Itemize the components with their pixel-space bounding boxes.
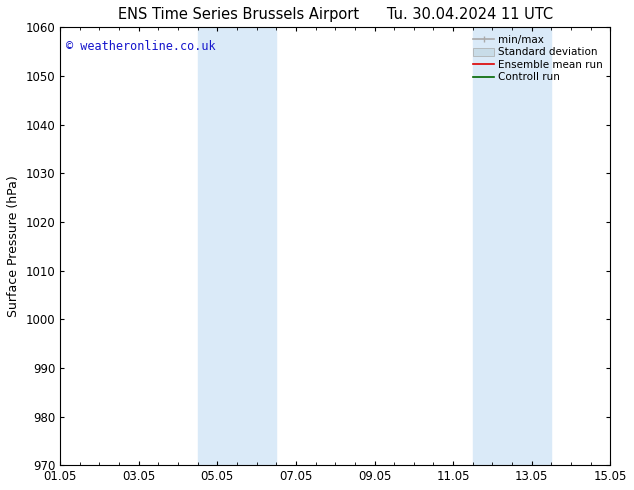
- Title: ENS Time Series Brussels Airport      Tu. 30.04.2024 11 UTC: ENS Time Series Brussels Airport Tu. 30.…: [118, 7, 553, 22]
- Y-axis label: Surface Pressure (hPa): Surface Pressure (hPa): [7, 175, 20, 317]
- Text: © weatheronline.co.uk: © weatheronline.co.uk: [65, 40, 215, 53]
- Legend: min/max, Standard deviation, Ensemble mean run, Controll run: min/max, Standard deviation, Ensemble me…: [471, 32, 605, 84]
- Bar: [473, 27, 552, 465]
- Bar: [198, 27, 276, 465]
